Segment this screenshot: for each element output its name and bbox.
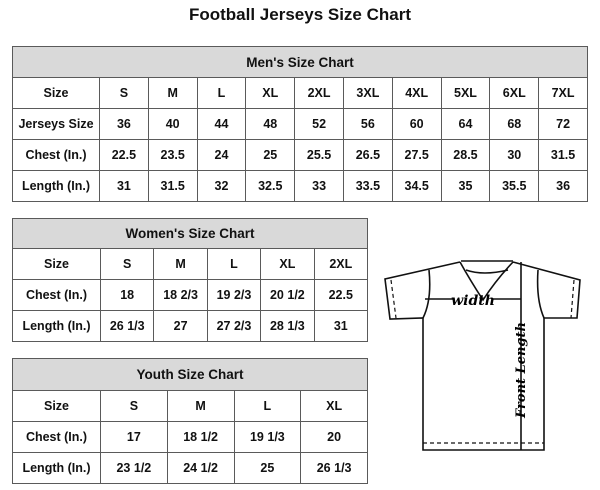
table-row: Chest (In.) 18 18 2/3 19 2/3 20 1/2 22.5 (12, 279, 369, 311)
table-cell: 26.5 (342, 139, 393, 171)
table-cell: 3XL (342, 77, 393, 109)
table-cell: 31.5 (147, 170, 198, 202)
table-cell: 27.5 (391, 139, 442, 171)
row-label: Length (In.) (12, 170, 100, 202)
table-cell: 25.5 (294, 139, 344, 171)
table-cell: 20 1/2 (260, 279, 315, 311)
table-cell: 2XL (313, 248, 369, 280)
table-cell: S (99, 77, 149, 109)
table-cell: 25 (233, 452, 302, 484)
table-cell: 35.5 (489, 170, 540, 202)
table-cell: 23 1/2 (100, 452, 168, 484)
table-cell: 26 1/3 (99, 310, 155, 342)
row-label: Length (In.) (12, 452, 101, 484)
table-cell: 24 1/2 (166, 452, 235, 484)
table-cell: M (147, 77, 198, 109)
table-cell: 60 (391, 108, 442, 140)
table-cell: M (153, 248, 208, 280)
stitch-lines (390, 279, 575, 444)
youth-size-table: Youth Size Chart Size S M L XL Chest (In.) 17 1… (12, 358, 368, 484)
table-cell: S (100, 390, 168, 422)
table-cell: 18 (99, 279, 155, 311)
table-cell: 22.5 (313, 279, 369, 311)
table-cell: 40 (147, 108, 198, 140)
womens-table-title: Women's Size Chart (12, 218, 368, 249)
table-cell: 18 1/2 (166, 421, 235, 453)
table-cell: 35 (440, 170, 491, 202)
table-cell: M (166, 390, 235, 422)
table-cell: 28.5 (440, 139, 491, 171)
table-cell: 19 1/3 (233, 421, 302, 453)
table-cell: 5XL (440, 77, 491, 109)
table-cell: 33 (294, 170, 344, 202)
table-cell: 24 (196, 139, 247, 171)
mens-table-title: Men's Size Chart (12, 46, 588, 78)
table-cell: 25 (245, 139, 296, 171)
table-cell: 27 (153, 310, 208, 342)
table-cell: 19 2/3 (206, 279, 262, 311)
table-cell: S (99, 248, 155, 280)
table-cell: L (196, 77, 247, 109)
table-cell: 6XL (489, 77, 540, 109)
table-cell: L (233, 390, 302, 422)
table-cell: 30 (489, 139, 540, 171)
womens-size-table: Women's Size Chart Size S M L XL 2XL Chest (In… (12, 218, 369, 342)
table-cell: XL (245, 77, 296, 109)
table-row: Jerseys Size 36 40 44 48 52 56 60 64 68 72 (12, 108, 588, 140)
table-cell: 22.5 (99, 139, 149, 171)
row-label: Chest (In.) (12, 139, 100, 171)
table-cell: 26 1/3 (300, 452, 368, 484)
row-label: Size (12, 390, 101, 422)
table-cell: 28 1/3 (260, 310, 315, 342)
table-cell: 52 (294, 108, 344, 140)
table-cell: 31 (313, 310, 369, 342)
front-length-label: Front Length (514, 322, 529, 419)
table-cell: 33.5 (342, 170, 393, 202)
mens-size-table: Men's Size Chart Size S M L XL 2XL 3XL 4XL 5XL 6X… (12, 46, 588, 202)
table-cell: L (206, 248, 262, 280)
table-cell: 7XL (538, 77, 588, 109)
table-row: Length (In.) 26 1/3 27 27 2/3 28 1/3 31 (12, 310, 369, 342)
table-cell: 36 (99, 108, 149, 140)
row-label: Chest (In.) (12, 421, 101, 453)
width-label: width (451, 293, 495, 309)
jersey-diagram: width Front Length (384, 260, 581, 451)
table-row: Chest (In.) 17 18 1/2 19 1/3 20 (12, 421, 368, 453)
table-cell: 23.5 (147, 139, 198, 171)
table-row: Length (In.) 23 1/2 24 1/2 25 26 1/3 (12, 452, 368, 484)
table-cell: 4XL (391, 77, 442, 109)
table-cell: 56 (342, 108, 393, 140)
table-cell: XL (260, 248, 315, 280)
row-label: Jerseys Size (12, 108, 100, 140)
shirt-outline-icon (384, 260, 581, 451)
table-cell: 34.5 (391, 170, 442, 202)
table-cell: 44 (196, 108, 247, 140)
youth-table-title: Youth Size Chart (12, 358, 368, 391)
table-cell: XL (300, 390, 368, 422)
header-row: Size S M L XL 2XL 3XL 4XL 5XL 6XL 7XL (12, 77, 588, 109)
table-cell: 36 (538, 170, 588, 202)
table-cell: 32.5 (245, 170, 296, 202)
table-cell: 17 (100, 421, 168, 453)
header-row: Size S M L XL 2XL (12, 248, 369, 280)
table-cell: 20 (300, 421, 368, 453)
table-cell: 48 (245, 108, 296, 140)
table-cell: 32 (196, 170, 247, 202)
table-cell: 31 (99, 170, 149, 202)
table-row: Chest (In.) 22.5 23.5 24 25 25.5 26.5 27.5 28.5 3… (12, 139, 588, 171)
row-label: Size (12, 248, 101, 280)
row-label: Size (12, 77, 100, 109)
page-title: Football Jerseys Size Chart (188, 5, 412, 24)
table-cell: 27 2/3 (206, 310, 262, 342)
table-cell: 68 (489, 108, 540, 140)
table-cell: 18 2/3 (153, 279, 208, 311)
table-cell: 31.5 (538, 139, 588, 171)
table-row: Length (In.) 31 31.5 32 32.5 33 33.5 34.5 35 35.5… (12, 170, 588, 202)
row-label: Length (In.) (12, 310, 101, 342)
table-cell: 2XL (294, 77, 344, 109)
table-cell: 64 (440, 108, 491, 140)
table-cell: 72 (538, 108, 588, 140)
header-row: Size S M L XL (12, 390, 368, 422)
row-label: Chest (In.) (12, 279, 101, 311)
